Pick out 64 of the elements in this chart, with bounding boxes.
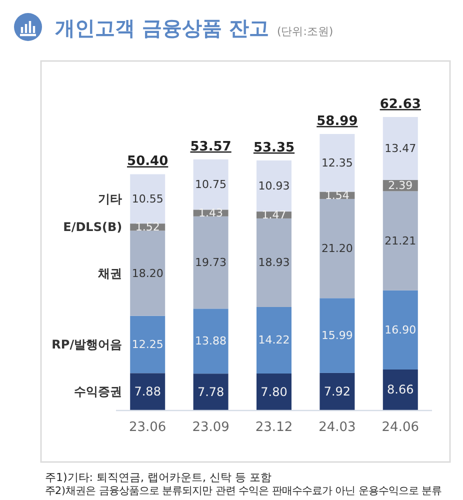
bar	[193, 374, 228, 410]
data-label: 19.73	[195, 256, 227, 270]
data-label: 10.75	[195, 178, 227, 192]
data-label: 8.66	[387, 382, 414, 397]
series-label: 수익증권	[74, 384, 122, 399]
data-label: 14.22	[258, 334, 290, 347]
series-label: RP/발행어음	[52, 337, 122, 352]
bar	[193, 216, 228, 309]
bar	[382, 290, 418, 370]
data-label: 7.78	[197, 384, 224, 399]
data-label: 12.35	[321, 156, 353, 170]
bar	[256, 306, 292, 374]
total-label: 58.99	[316, 114, 358, 129]
data-label: 15.99	[321, 329, 353, 342]
bar	[130, 174, 166, 224]
bar	[256, 374, 292, 410]
text: 주2)채권은 금융상품으로 분류되지만 관련 수익은 판매수수료가 아닌 운용수익으로 분류	[45, 485, 442, 497]
x-tick-label: 24.06	[382, 420, 420, 435]
bar	[320, 198, 355, 298]
data-label: 1.43	[198, 206, 224, 220]
x-tick-label: 23.06	[128, 420, 166, 435]
data-label: 7.80	[260, 384, 288, 399]
total-label: 62.63	[380, 97, 421, 112]
data-label: 2.39	[388, 179, 413, 192]
bar	[256, 218, 292, 307]
chart-title: 개인고객 금융상품 잔고	[55, 16, 269, 40]
bar	[320, 134, 355, 192]
x-tick-label: 23.12	[255, 420, 293, 435]
bar	[130, 230, 166, 316]
data-label: 7.88	[134, 384, 161, 399]
series-label: E/DLS(B)	[63, 220, 122, 234]
data-label: 13.88	[195, 334, 227, 348]
data-label: 1.54	[324, 188, 350, 202]
bar	[193, 308, 228, 374]
total-label: 50.40	[127, 154, 168, 170]
bar	[382, 369, 418, 410]
data-label: 18.93	[258, 256, 290, 270]
data-label: 13.47	[384, 142, 416, 156]
total-label: 53.35	[253, 140, 295, 156]
total-label: 53.57	[190, 139, 232, 154]
x-tick-label: 23.09	[192, 420, 230, 435]
data-label: 1.52	[135, 220, 160, 234]
data-label: 1.47	[262, 208, 286, 222]
text: 주1)기타: 퇴직연금, 랩어카운트, 신탁 등 포함	[45, 471, 272, 484]
series-label: 기타	[98, 192, 122, 206]
bar	[130, 373, 166, 410]
data-label: 18.20	[132, 266, 164, 280]
data-label: 7.92	[324, 384, 351, 398]
data-label: 12.25	[132, 338, 164, 351]
series-label: 채권	[97, 266, 122, 280]
bar	[382, 191, 418, 290]
bar	[193, 159, 228, 210]
bar	[320, 372, 355, 410]
data-label: 10.55	[132, 192, 164, 206]
bar	[382, 117, 418, 180]
data-label: 10.93	[258, 179, 290, 192]
data-label: 21.20	[321, 242, 353, 256]
bar	[256, 160, 292, 212]
data-label: 21.21	[384, 234, 416, 248]
chart-subtitle: (단위:조원)	[276, 25, 334, 38]
data-label: 16.90	[384, 323, 416, 336]
bar	[320, 298, 355, 373]
bar	[130, 316, 166, 374]
x-tick-label: 24.03	[318, 420, 356, 435]
